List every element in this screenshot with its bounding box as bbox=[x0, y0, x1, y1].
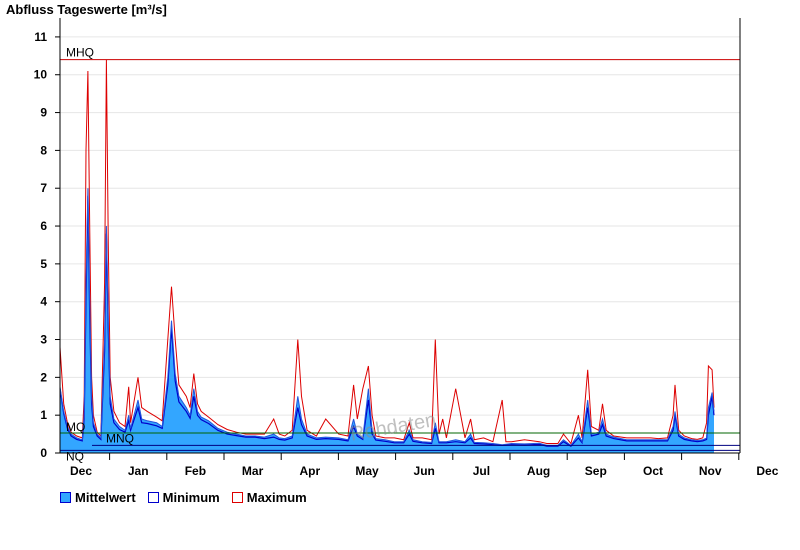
y-tick-label: 7 bbox=[40, 181, 47, 195]
y-tick-label: 6 bbox=[40, 219, 47, 233]
legend-item-mittelwert: Mittelwert bbox=[60, 490, 136, 505]
y-tick-label: 10 bbox=[34, 68, 48, 82]
x-tick-label: May bbox=[355, 464, 379, 478]
watermark-text: Rohdaten bbox=[349, 409, 438, 446]
x-tick-label: Sep bbox=[585, 464, 607, 478]
legend-item-minimum: Minimum bbox=[147, 490, 220, 505]
y-tick-label: 0 bbox=[40, 446, 47, 460]
legend-swatch-minimum bbox=[147, 492, 159, 503]
chart-title: Abfluss Tageswerte [m³/s] bbox=[6, 2, 167, 17]
grid-lines bbox=[60, 36, 740, 416]
y-tick-label: 1 bbox=[40, 408, 47, 422]
series-mittelwert-area bbox=[60, 188, 714, 453]
legend-swatch-mittelwert bbox=[60, 492, 71, 503]
series-maximum-line bbox=[59, 59, 715, 445]
x-tick-label: Aug bbox=[527, 464, 550, 478]
y-tick-label: 9 bbox=[40, 106, 47, 120]
series-mittelwert-line bbox=[59, 188, 715, 447]
ref-label-mhq: MHQ bbox=[66, 46, 94, 60]
x-tick-label: Feb bbox=[185, 464, 206, 478]
y-tick-label: 2 bbox=[40, 370, 47, 384]
x-tick-label: Nov bbox=[699, 464, 722, 478]
x-tick-label: Mar bbox=[242, 464, 264, 478]
x-tick-label: Jan bbox=[128, 464, 149, 478]
legend-label-mittelwert: Mittelwert bbox=[75, 490, 136, 505]
x-tick-label: Jun bbox=[414, 464, 435, 478]
y-tick-label: 5 bbox=[40, 257, 47, 271]
axes: 0 1 2 3 4 5 6 7 8 9 10 11 Dec Jan Feb Mar Apr May Jun Jul Au… bbox=[34, 18, 779, 478]
series-minimum-line bbox=[59, 195, 715, 447]
ref-label-mnq: MNQ bbox=[106, 431, 134, 445]
legend-swatch-maximum bbox=[231, 492, 243, 503]
legend: Mittelwert Minimum Maximum bbox=[60, 490, 307, 505]
y-tick-label: 4 bbox=[40, 295, 47, 309]
x-tick-label: Dec bbox=[756, 464, 778, 478]
y-tick-label: 3 bbox=[40, 333, 47, 347]
x-tick-label: Jul bbox=[473, 464, 490, 478]
reference-lines: MHQ MQ MNQ NQ bbox=[60, 46, 740, 463]
x-tick-label: Oct bbox=[643, 464, 663, 478]
ref-label-nq: NQ bbox=[66, 449, 84, 463]
x-tick-label: Apr bbox=[299, 464, 320, 478]
legend-item-maximum: Maximum bbox=[231, 490, 307, 505]
ref-label-mq: MQ bbox=[66, 420, 85, 434]
legend-label-maximum: Maximum bbox=[246, 490, 307, 505]
series-layer bbox=[59, 59, 715, 453]
x-tick-label: Dec bbox=[70, 464, 92, 478]
y-tick-label: 11 bbox=[34, 30, 47, 44]
legend-label-minimum: Minimum bbox=[162, 490, 220, 505]
y-tick-label: 8 bbox=[40, 143, 47, 157]
